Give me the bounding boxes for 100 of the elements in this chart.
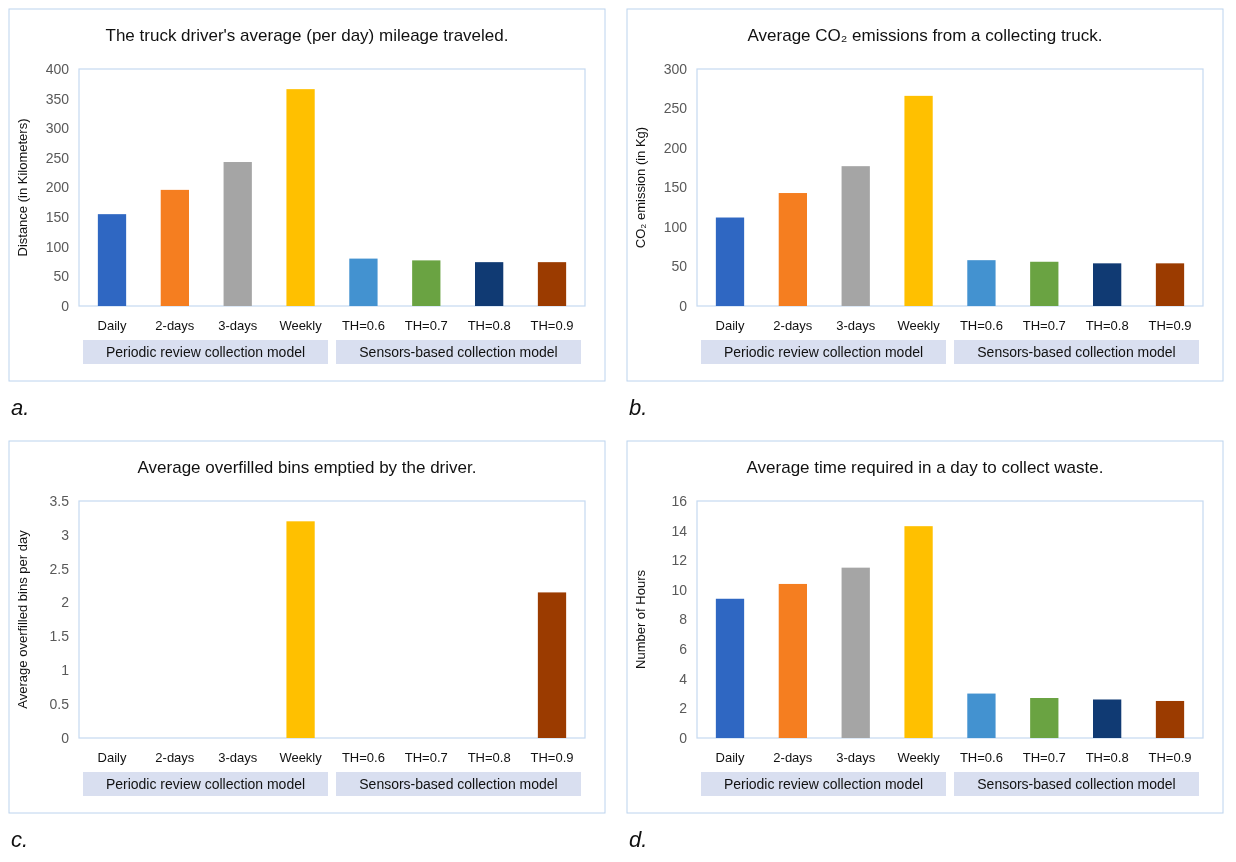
chart-title: The truck driver's average (per day) mileage traveled. bbox=[105, 26, 509, 45]
text: Periodic review collection model bbox=[723, 776, 924, 792]
x-tick-label: 3-days bbox=[836, 750, 876, 765]
bar bbox=[1155, 700, 1185, 738]
x-tick-label: TH=0.9 bbox=[1148, 750, 1192, 765]
x-tick-label: TH=0.6 bbox=[959, 750, 1003, 765]
bar bbox=[1093, 699, 1122, 738]
x-tick-label: Daily bbox=[715, 318, 745, 333]
x-tick-label: Daily bbox=[97, 318, 127, 333]
y-tick-label: 2 bbox=[679, 700, 688, 717]
y-tick-label: 1.5 bbox=[49, 628, 70, 645]
x-tick-label: TH=0.8 bbox=[1085, 318, 1129, 333]
y-tick-label: 400 bbox=[45, 60, 70, 77]
x-tick-label: TH=0.9 bbox=[530, 750, 574, 765]
y-tick-label: 200 bbox=[663, 139, 688, 156]
text: a. bbox=[11, 395, 30, 420]
x-tick-label: 2-days bbox=[773, 750, 813, 765]
text: b. bbox=[629, 395, 648, 420]
bar bbox=[1155, 263, 1185, 306]
x-tick-label: 2-days bbox=[155, 318, 195, 333]
y-tick-label: 3.5 bbox=[49, 492, 70, 509]
y-tick-label: 350 bbox=[45, 90, 70, 107]
y-tick-label: 0 bbox=[679, 729, 688, 746]
x-tick-label: TH=0.6 bbox=[959, 318, 1003, 333]
y-tick-label: 10 bbox=[671, 581, 688, 598]
text: Periodic review collection model bbox=[723, 344, 924, 360]
bar bbox=[715, 598, 745, 738]
text: c. bbox=[11, 827, 29, 852]
y-axis-title: CO₂ emission (in Kg) bbox=[633, 126, 648, 249]
y-tick-label: 200 bbox=[45, 179, 70, 196]
y-tick-label: 0 bbox=[679, 297, 688, 314]
x-tick-label: TH=0.7 bbox=[1022, 750, 1066, 765]
chart-title: Average overfilled bins emptied by the driver. bbox=[137, 458, 477, 477]
text: Periodic review collection model bbox=[105, 344, 306, 360]
y-tick-label: 3 bbox=[61, 526, 70, 543]
bar bbox=[223, 162, 252, 306]
x-tick-label: TH=0.8 bbox=[1085, 750, 1129, 765]
y-tick-label: 300 bbox=[45, 120, 70, 137]
y-tick-label: 50 bbox=[671, 258, 688, 275]
text: Periodic review collection model bbox=[105, 776, 306, 792]
x-tick-label: TH=0.7 bbox=[1022, 318, 1066, 333]
bar bbox=[904, 526, 933, 738]
bar bbox=[1030, 261, 1059, 306]
y-tick-label: 16 bbox=[671, 492, 688, 509]
bar bbox=[160, 189, 189, 306]
y-tick-label: 14 bbox=[671, 522, 688, 539]
x-tick-label: 2-days bbox=[773, 318, 813, 333]
x-tick-label: TH=0.8 bbox=[467, 318, 511, 333]
bar bbox=[412, 260, 441, 306]
bar bbox=[715, 217, 745, 306]
x-tick-label: TH=0.6 bbox=[341, 750, 385, 765]
x-tick-label: TH=0.9 bbox=[530, 318, 574, 333]
text: Sensors-based collection model bbox=[977, 344, 1176, 360]
y-tick-label: 300 bbox=[663, 60, 688, 77]
y-tick-label: 1 bbox=[61, 662, 70, 679]
y-axis-title: Number of Hours bbox=[633, 569, 648, 669]
y-tick-label: 250 bbox=[45, 149, 70, 166]
x-tick-label: Weekly bbox=[279, 750, 323, 765]
y-tick-label: 100 bbox=[663, 218, 688, 235]
y-tick-label: 12 bbox=[671, 552, 688, 569]
bar bbox=[286, 89, 315, 306]
bar bbox=[97, 214, 127, 306]
bar bbox=[1030, 698, 1059, 738]
y-tick-label: 50 bbox=[53, 268, 70, 285]
bar bbox=[904, 95, 933, 306]
x-tick-label: Weekly bbox=[897, 318, 941, 333]
bar bbox=[778, 193, 807, 306]
bar bbox=[1093, 263, 1122, 306]
bar bbox=[349, 258, 378, 306]
x-tick-label: 3-days bbox=[218, 318, 258, 333]
text: Sensors-based collection model bbox=[359, 344, 558, 360]
y-tick-label: 250 bbox=[663, 100, 688, 117]
y-tick-label: 4 bbox=[679, 670, 688, 687]
bar bbox=[841, 166, 870, 306]
bar bbox=[778, 583, 807, 738]
bar bbox=[475, 262, 504, 306]
x-tick-label: 2-days bbox=[155, 750, 195, 765]
x-tick-label: Daily bbox=[97, 750, 127, 765]
y-tick-label: 150 bbox=[663, 179, 688, 196]
x-tick-label: TH=0.9 bbox=[1148, 318, 1192, 333]
y-tick-label: 8 bbox=[679, 611, 688, 628]
y-tick-label: 0 bbox=[61, 729, 70, 746]
bar bbox=[967, 260, 996, 306]
chart-title: Average time required in a day to collect waste. bbox=[746, 458, 1104, 477]
y-tick-label: 0.5 bbox=[49, 696, 70, 713]
text: Sensors-based collection model bbox=[359, 776, 558, 792]
x-tick-label: Daily bbox=[715, 750, 745, 765]
x-tick-label: TH=0.8 bbox=[467, 750, 511, 765]
y-tick-label: 100 bbox=[45, 238, 70, 255]
x-tick-label: 3-days bbox=[836, 318, 876, 333]
x-tick-label: TH=0.7 bbox=[404, 750, 448, 765]
text: d. bbox=[629, 827, 648, 852]
bar bbox=[841, 567, 870, 738]
chart-title: Average CO₂ emissions from a collecting truck. bbox=[747, 26, 1103, 45]
x-tick-label: Weekly bbox=[897, 750, 941, 765]
y-tick-label: 0 bbox=[61, 297, 70, 314]
y-tick-label: 6 bbox=[679, 641, 688, 658]
x-tick-label: Weekly bbox=[279, 318, 323, 333]
y-tick-label: 2 bbox=[61, 594, 70, 611]
x-tick-label: 3-days bbox=[218, 750, 258, 765]
